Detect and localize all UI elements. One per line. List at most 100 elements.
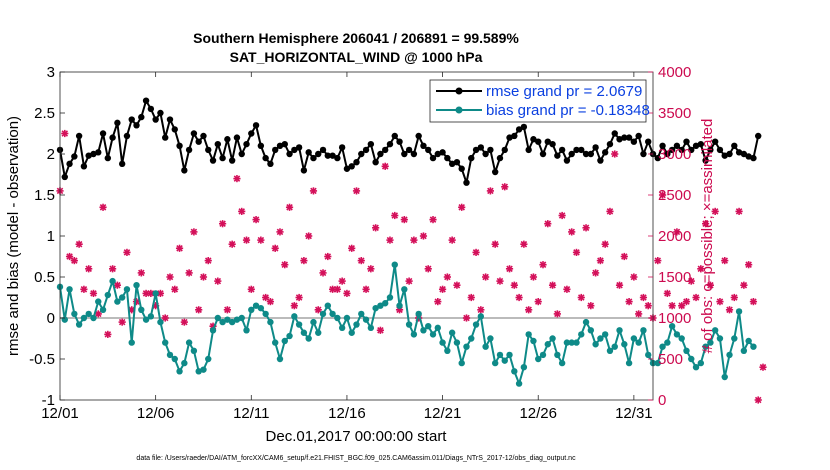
bias-point xyxy=(563,339,571,346)
bias-point xyxy=(214,314,222,322)
obs-marker xyxy=(343,289,351,297)
obs-marker xyxy=(525,306,533,314)
rmse-point xyxy=(362,146,370,154)
obs-marker xyxy=(195,306,203,314)
y-left-tick-label: -1 xyxy=(42,392,55,409)
obs-marker xyxy=(99,203,107,211)
bias-point xyxy=(453,339,461,346)
bias-point xyxy=(252,302,260,309)
obs-marker xyxy=(281,261,289,269)
rmse-point xyxy=(109,134,116,141)
rmse-point xyxy=(625,134,633,141)
rmse-point xyxy=(147,105,155,113)
rmse-point xyxy=(587,150,595,158)
obs-marker xyxy=(682,298,691,306)
obs-marker xyxy=(419,232,428,240)
rmse-point xyxy=(300,167,308,174)
bias-point xyxy=(429,331,437,338)
rmse-point xyxy=(181,167,188,174)
obs-marker xyxy=(324,252,332,261)
bias-point xyxy=(439,339,446,346)
y-right-tick-label: 3000 xyxy=(658,146,691,163)
rmse-point xyxy=(152,116,159,123)
rmse-point xyxy=(315,150,322,158)
rmse-point xyxy=(310,154,317,162)
bias-point xyxy=(635,339,642,346)
obs-marker xyxy=(601,240,609,248)
obs-marker xyxy=(692,293,700,302)
bias-point xyxy=(114,298,121,305)
obs-marker xyxy=(658,191,667,199)
obs-marker xyxy=(357,257,365,265)
obs-marker xyxy=(424,265,432,273)
bias-point xyxy=(520,364,528,371)
obs-marker xyxy=(706,281,714,289)
rmse-point xyxy=(458,165,465,172)
obs-marker xyxy=(314,306,322,314)
obs-marker xyxy=(592,269,600,277)
obs-marker xyxy=(223,306,231,314)
rmse-point xyxy=(568,150,575,158)
bias-point xyxy=(396,302,403,309)
obs-marker xyxy=(137,269,145,277)
obs-marker xyxy=(529,273,538,281)
obs-marker xyxy=(740,281,748,289)
bias-point xyxy=(190,347,198,354)
obs-marker xyxy=(725,306,734,314)
obs-marker xyxy=(558,211,566,220)
bias-point xyxy=(721,373,728,381)
bias-point xyxy=(410,331,418,338)
bias-point xyxy=(200,366,207,373)
obs-marker xyxy=(285,203,294,211)
rmse-point xyxy=(477,144,485,151)
rmse-point xyxy=(367,140,375,148)
rmse-point xyxy=(157,109,164,117)
bias-point xyxy=(477,313,485,320)
rmse-point xyxy=(190,130,198,137)
bias-point xyxy=(740,347,748,354)
obs-marker xyxy=(391,211,399,220)
bias-point xyxy=(372,304,379,312)
rmse-point xyxy=(702,157,709,164)
data-file-footer: data file: /Users/raeder/DAI/ATM_forcXX/… xyxy=(136,455,576,462)
rmse-point xyxy=(530,136,537,143)
y-left-tick-label: 3 xyxy=(47,64,55,81)
bias-point xyxy=(601,331,609,338)
bias-point xyxy=(592,341,599,348)
obs-marker xyxy=(453,281,461,289)
bias-point xyxy=(104,291,112,299)
bias-point xyxy=(295,321,303,328)
obs-marker xyxy=(520,240,528,248)
rmse-point xyxy=(635,132,642,140)
obs-marker xyxy=(544,220,552,228)
y-left-tick-label: 2 xyxy=(47,146,55,163)
legend-bias-marker xyxy=(455,106,463,114)
rmse-point xyxy=(511,132,518,140)
chart-title-line1: Southern Hemisphere 206041 / 206891 = 99… xyxy=(193,30,519,46)
rmse-point xyxy=(104,154,112,162)
rmse-point xyxy=(463,179,470,186)
bias-point xyxy=(611,343,618,350)
bias-point xyxy=(692,364,700,371)
rmse-point xyxy=(281,140,288,148)
obs-marker xyxy=(276,228,284,236)
obs-marker xyxy=(539,261,547,269)
bias-point xyxy=(726,351,733,359)
rmse-point xyxy=(645,138,652,145)
bias-point xyxy=(157,318,164,326)
obs-marker xyxy=(754,396,762,404)
bias-point xyxy=(554,351,561,359)
bias-point xyxy=(238,314,245,322)
bias-point xyxy=(415,310,422,318)
bias-point xyxy=(496,351,504,359)
rmse-point xyxy=(205,146,212,154)
bias-point xyxy=(362,316,370,323)
obs-marker xyxy=(438,285,447,293)
obs-marker xyxy=(429,216,437,224)
rmse-point xyxy=(166,116,174,123)
bias-point xyxy=(219,318,226,326)
rmse-point xyxy=(338,144,346,151)
rmse-point xyxy=(66,160,73,168)
rmse-point xyxy=(491,168,499,176)
bias-point xyxy=(128,339,135,346)
